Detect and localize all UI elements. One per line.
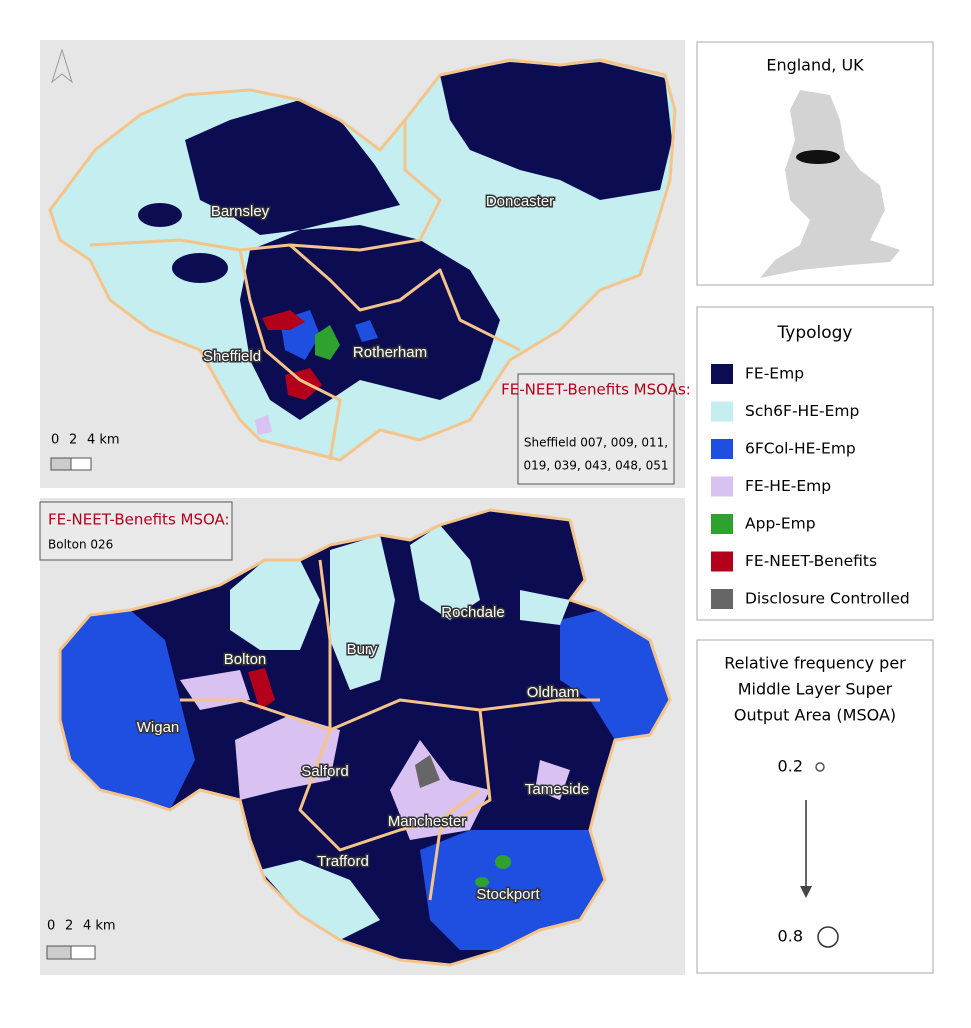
- study-area: [796, 150, 840, 164]
- place-label: Trafford: [317, 853, 369, 870]
- disclosure-area: [415, 755, 440, 788]
- fe-emp-area: [172, 253, 228, 283]
- app-area: [475, 877, 489, 887]
- lilac-area: [235, 715, 340, 800]
- legend-swatch: [711, 476, 733, 497]
- callout-title: FE-NEET-Benefits MSOAs:: [501, 381, 691, 399]
- district-boundary: [238, 249, 342, 461]
- legend-title: Typology: [777, 323, 853, 343]
- scale-bar: [46, 945, 72, 960]
- light-area: [330, 535, 395, 690]
- place-label: Bury: [347, 641, 378, 658]
- legend-swatch: [711, 551, 733, 572]
- size-symbol: [815, 762, 825, 772]
- district-boundary: [289, 243, 521, 352]
- fe-emp-area: [440, 62, 672, 200]
- place-label: Bolton: [224, 651, 267, 668]
- legend-label: FE-Emp: [745, 365, 804, 383]
- fe-emp-area: [185, 100, 400, 235]
- app-area: [495, 855, 511, 869]
- callout-box: [39, 501, 233, 561]
- size-label: 0.2: [778, 757, 803, 776]
- legend-label: FE-NEET-Benefits: [745, 552, 877, 570]
- district-boundary: [428, 709, 492, 901]
- arrow-head: [800, 886, 812, 898]
- region-outline: [58, 508, 672, 967]
- place-label: Barnsley: [211, 203, 270, 220]
- legend-box: [696, 306, 934, 621]
- legend: FE-Emp Sch6F-HE-Emp 6FCol-HE-Emp FE-HE-Emp A…: [711, 364, 910, 609]
- scale-bar: [70, 945, 96, 960]
- light-area: [230, 560, 320, 650]
- scale-label: 4 km: [83, 919, 116, 934]
- legend-label: 6FCol-HE-Emp: [745, 440, 856, 458]
- england-shape: [760, 90, 900, 278]
- light-area: [260, 860, 380, 940]
- blue-area: [420, 830, 605, 950]
- light-area: [520, 590, 570, 625]
- size-legend-title: Output Area (MSOA): [734, 706, 896, 725]
- callout-line: Bolton 026: [48, 538, 113, 552]
- app-area: [315, 325, 340, 360]
- size-legend-title: Relative frequency per: [724, 654, 906, 673]
- legend-swatch: [711, 589, 733, 609]
- callout-title: FE-NEET-Benefits MSOA:: [48, 511, 230, 529]
- legend-label: App-Emp: [745, 515, 816, 533]
- scale-label: 2: [65, 919, 73, 934]
- blue-area: [60, 610, 195, 810]
- scale-bar: [50, 457, 72, 471]
- legend-label: FE-HE-Emp: [745, 477, 831, 495]
- bottom-map: Bolton Bury Rochdale Oldham Wigan Salfor…: [39, 498, 685, 975]
- scale-label: 4 km: [87, 433, 120, 448]
- neet-area: [248, 668, 275, 710]
- callout-line: Sheffield 007, 009, 011,: [524, 436, 668, 450]
- place-label: Salford: [301, 763, 349, 780]
- size-label: 0.8: [778, 927, 803, 946]
- place-label: Manchester: [388, 813, 466, 830]
- district-boundary: [298, 559, 481, 852]
- scale-bar: [70, 457, 92, 471]
- legend-swatch: [711, 401, 733, 422]
- lilac-area: [535, 760, 570, 800]
- place-label: Rochdale: [441, 604, 504, 621]
- callout-box: [517, 373, 675, 485]
- legend-label: Disclosure Controlled: [745, 590, 910, 608]
- place-label: Stockport: [476, 886, 540, 903]
- light-area: [410, 525, 480, 620]
- legend-label: Sch6F-HE-Emp: [745, 402, 859, 420]
- district-boundary: [89, 120, 442, 252]
- region-outline: [48, 58, 677, 462]
- neet-area: [262, 310, 305, 330]
- legend-swatch: [711, 364, 733, 384]
- size-legend-title: Middle Layer Super: [738, 680, 893, 699]
- size-symbol: [817, 926, 839, 948]
- place-label: Doncaster: [486, 193, 554, 210]
- legend-swatch: [711, 439, 733, 459]
- place-label: Oldham: [527, 684, 580, 701]
- scale-label: 2: [69, 433, 77, 448]
- place-label: Sheffield: [203, 348, 261, 365]
- blue-area: [355, 320, 378, 342]
- legend-swatch: [711, 514, 733, 534]
- scale-label: 0: [47, 919, 55, 934]
- blue-area: [560, 610, 670, 740]
- place-label: Tameside: [525, 781, 589, 798]
- place-label: Rotherham: [353, 344, 427, 361]
- callout-line: 019, 039, 043, 048, 051: [523, 459, 668, 473]
- north-arrow: [51, 48, 73, 84]
- district-boundary: [180, 698, 600, 732]
- top-map: Barnsley Doncaster Sheffield Rotherham F…: [40, 40, 691, 488]
- lilac-area: [255, 415, 272, 435]
- size-legend-box: [696, 639, 934, 974]
- scale-label: 0: [51, 433, 59, 448]
- place-label: Wigan: [137, 719, 180, 736]
- inset-title: England, UK: [766, 56, 864, 75]
- fe-emp-area: [138, 203, 182, 227]
